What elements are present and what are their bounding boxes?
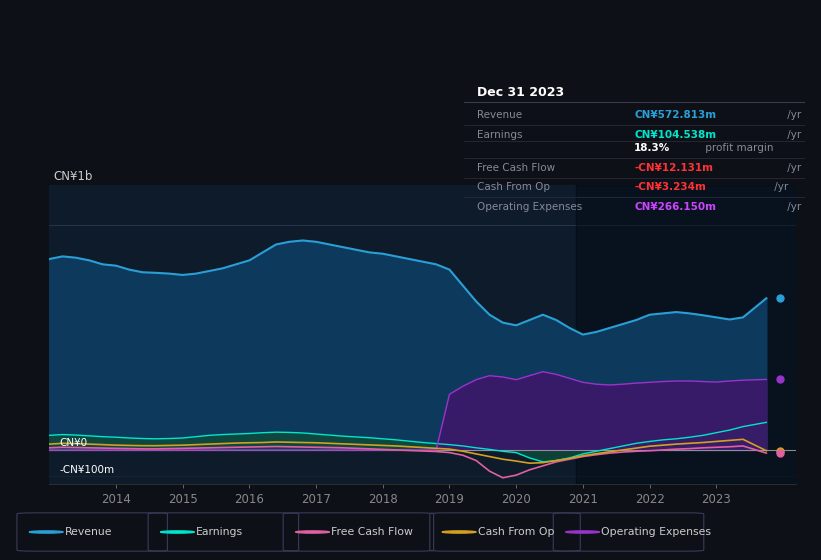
Text: /yr: /yr	[784, 202, 801, 212]
Text: CN¥1b: CN¥1b	[53, 170, 93, 183]
Text: Revenue: Revenue	[65, 527, 112, 537]
Text: Operating Expenses: Operating Expenses	[601, 527, 711, 537]
Text: /yr: /yr	[784, 162, 801, 172]
Text: Free Cash Flow: Free Cash Flow	[478, 162, 556, 172]
Text: CN¥0: CN¥0	[59, 438, 87, 449]
Text: Cash From Op: Cash From Op	[478, 183, 551, 193]
Text: CN¥104.538m: CN¥104.538m	[635, 129, 717, 139]
Text: CN¥572.813m: CN¥572.813m	[635, 110, 717, 120]
Circle shape	[160, 531, 195, 533]
Text: Earnings: Earnings	[196, 527, 243, 537]
Text: Dec 31 2023: Dec 31 2023	[478, 86, 565, 99]
Circle shape	[30, 531, 63, 533]
Text: -CN¥100m: -CN¥100m	[59, 465, 114, 475]
Text: Earnings: Earnings	[478, 129, 523, 139]
Circle shape	[566, 531, 599, 533]
Text: 18.3%: 18.3%	[635, 143, 671, 153]
Bar	[576, 185, 796, 484]
Text: Revenue: Revenue	[478, 110, 523, 120]
Text: CN¥266.150m: CN¥266.150m	[635, 202, 716, 212]
Text: Operating Expenses: Operating Expenses	[478, 202, 583, 212]
Text: -CN¥12.131m: -CN¥12.131m	[635, 162, 713, 172]
Text: /yr: /yr	[784, 110, 801, 120]
Text: /yr: /yr	[770, 183, 788, 193]
Circle shape	[443, 531, 476, 533]
Circle shape	[296, 531, 329, 533]
Text: /yr: /yr	[784, 129, 801, 139]
Text: Free Cash Flow: Free Cash Flow	[331, 527, 413, 537]
Text: -CN¥3.234m: -CN¥3.234m	[635, 183, 706, 193]
Text: Cash From Op: Cash From Op	[478, 527, 554, 537]
Text: profit margin: profit margin	[702, 143, 774, 153]
